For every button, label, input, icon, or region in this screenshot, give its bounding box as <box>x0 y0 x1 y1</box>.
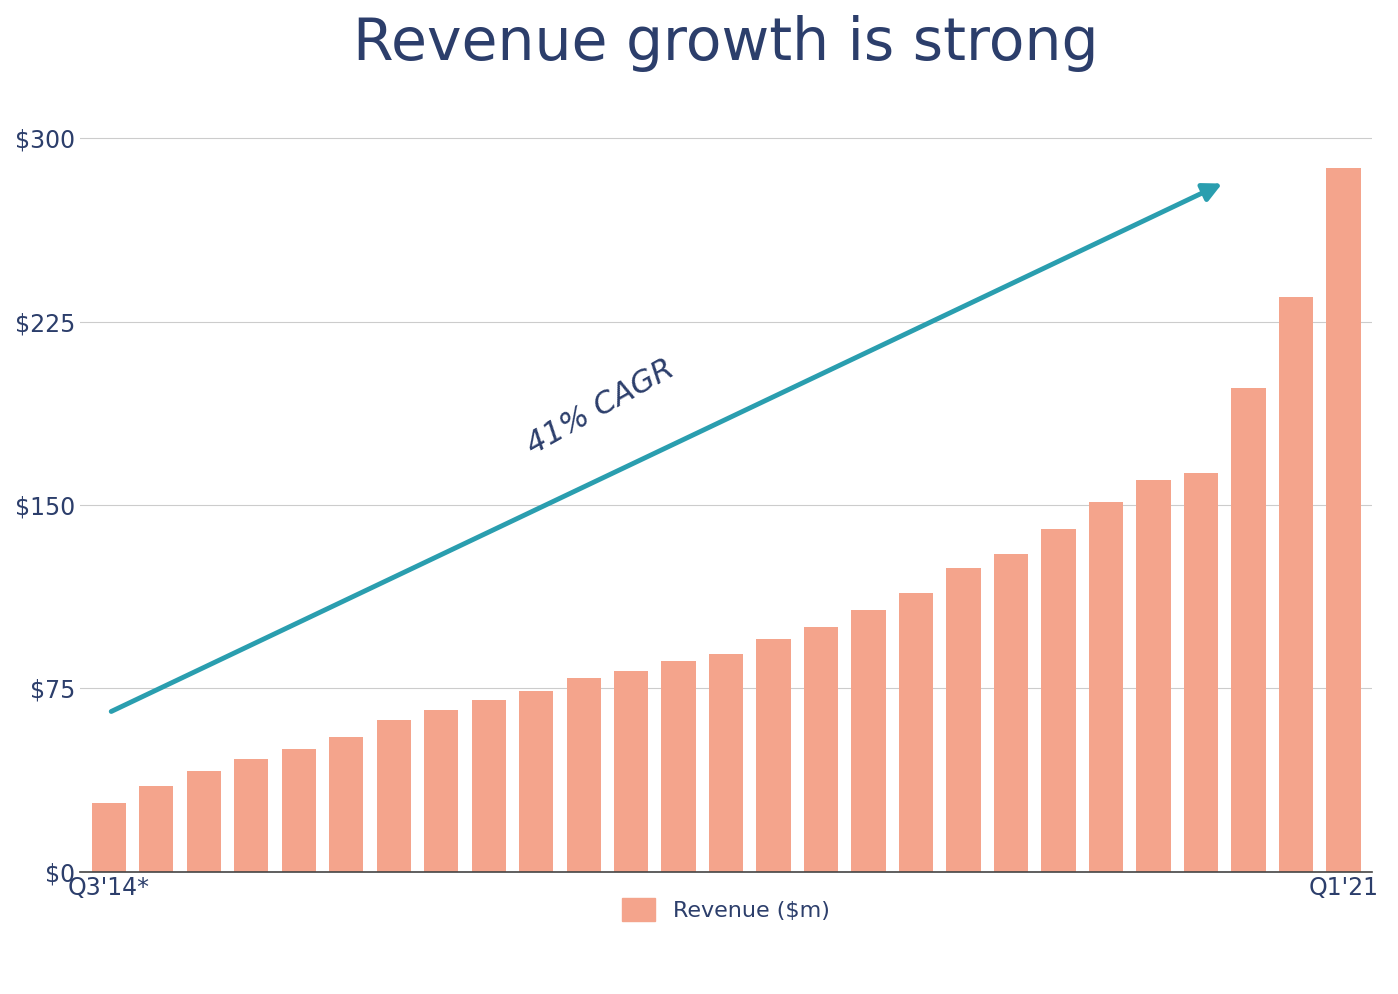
Bar <box>1137 480 1170 872</box>
Bar <box>376 720 411 872</box>
Bar <box>614 671 649 872</box>
Bar <box>140 786 173 872</box>
Bar <box>756 639 791 872</box>
Bar <box>233 759 268 872</box>
Bar <box>1042 530 1075 872</box>
Bar <box>566 679 601 872</box>
Bar <box>329 738 363 872</box>
Bar <box>709 654 744 872</box>
Legend: Revenue ($m): Revenue ($m) <box>614 889 839 929</box>
Bar <box>1327 168 1360 872</box>
Bar <box>424 711 459 872</box>
Bar <box>281 749 316 872</box>
Bar <box>1089 503 1123 872</box>
Bar <box>946 569 980 872</box>
Title: Revenue growth is strong: Revenue growth is strong <box>354 15 1099 72</box>
Bar <box>899 592 932 872</box>
Bar <box>994 554 1028 872</box>
Bar <box>1184 473 1218 872</box>
Bar <box>471 701 506 872</box>
Bar <box>851 610 885 872</box>
Bar <box>804 627 839 872</box>
Bar <box>92 803 126 872</box>
Bar <box>1279 297 1313 872</box>
Bar <box>519 691 554 872</box>
Bar <box>1232 388 1265 872</box>
Bar <box>661 661 696 872</box>
Text: 41% CAGR: 41% CAGR <box>521 354 679 460</box>
Bar <box>186 771 221 872</box>
